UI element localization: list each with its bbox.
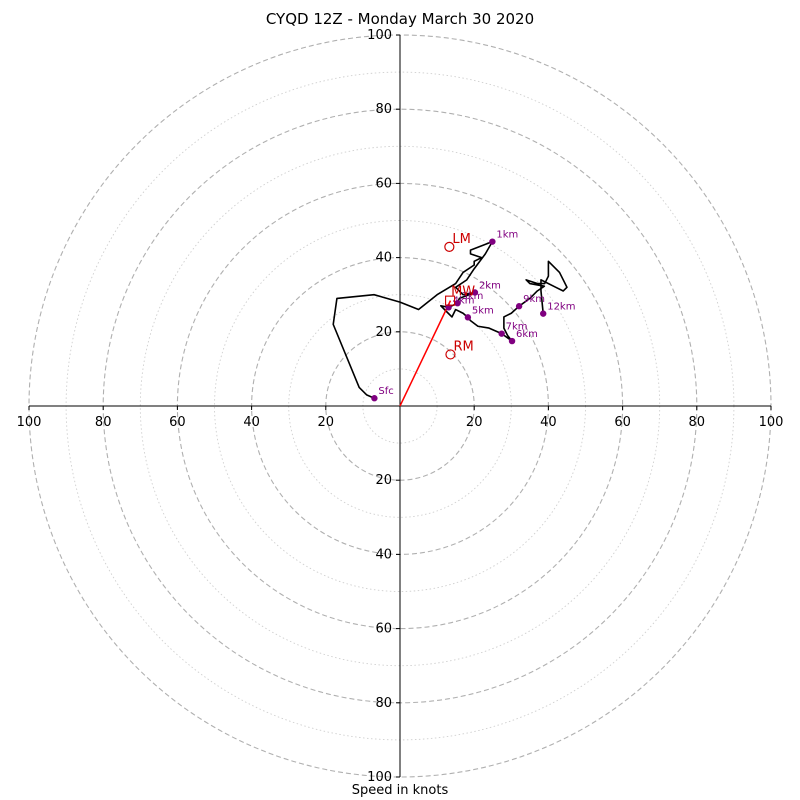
axis-tick-labels: 100 100 80 80 60 60 40 40 20 20 20 20 40 40 60 60 80 80 10… (17, 28, 784, 785)
height-marker-label: 6km (516, 329, 538, 340)
x-tick-label: 60 (614, 415, 631, 430)
x-tick-label: 80 (95, 415, 112, 430)
height-marker-label: 7km (506, 322, 528, 333)
height-marker-label: 1km (496, 230, 518, 241)
height-marker-point (454, 300, 461, 307)
y-tick-label: 100 (367, 770, 392, 785)
height-marker-point (540, 310, 547, 317)
x-tick-label: 40 (540, 415, 557, 430)
height-marker-label: 4km (453, 295, 475, 306)
storm-label-mw: MW (451, 285, 475, 300)
height-marker-label: 12km (547, 302, 575, 313)
storm-motion-vector (399, 300, 452, 407)
x-axis-label: Speed in knots (351, 783, 449, 798)
y-tick-label: 40 (375, 547, 392, 562)
height-marker-point (508, 337, 516, 345)
x-tick-label: 100 (759, 415, 784, 430)
x-tick-label: 60 (169, 415, 186, 430)
height-marker-point (489, 238, 496, 245)
x-tick-label: 20 (318, 415, 335, 430)
storm-label-lm: LM (452, 232, 470, 247)
x-tick-label: 100 (17, 415, 42, 430)
storm-marker-lm (444, 241, 455, 252)
hodograph-trace-layer (332, 240, 568, 407)
storm-motion-markers: LM RM MW (444, 232, 475, 360)
y-tick-label: 80 (375, 696, 392, 711)
hodograph-trace (332, 240, 568, 399)
height-marker-label: 9km (523, 294, 545, 305)
height-marker-point (445, 304, 452, 311)
height-marker-point (515, 303, 523, 310)
height-marker-label: 5km (472, 305, 494, 316)
y-tick-label: 60 (375, 176, 392, 191)
height-marker-point (371, 395, 378, 402)
storm-label-rm: RM (453, 339, 473, 354)
storm-marker-rm (445, 349, 456, 360)
x-tick-label: 80 (689, 415, 706, 430)
height-marker-point (498, 330, 505, 337)
height-marker-label: 3km (462, 291, 484, 302)
chart-title: CYQD 12Z - Monday March 30 2020 (265, 10, 535, 28)
height-marker-point (464, 314, 472, 321)
height-marker-label: Sfc (378, 386, 393, 397)
y-tick-label: 100 (367, 28, 392, 43)
x-tick-label: 20 (466, 415, 483, 430)
y-tick-label: 40 (375, 251, 392, 266)
y-tick-label: 20 (375, 325, 392, 340)
height-marker-point (471, 289, 479, 296)
y-tick-label: 80 (375, 102, 392, 117)
height-marker-label: 2km (479, 280, 501, 291)
y-tick-label: 20 (375, 473, 392, 488)
storm-marker-mw (445, 295, 456, 306)
x-tick-label: 40 (243, 415, 260, 430)
y-tick-label: 60 (375, 622, 392, 637)
